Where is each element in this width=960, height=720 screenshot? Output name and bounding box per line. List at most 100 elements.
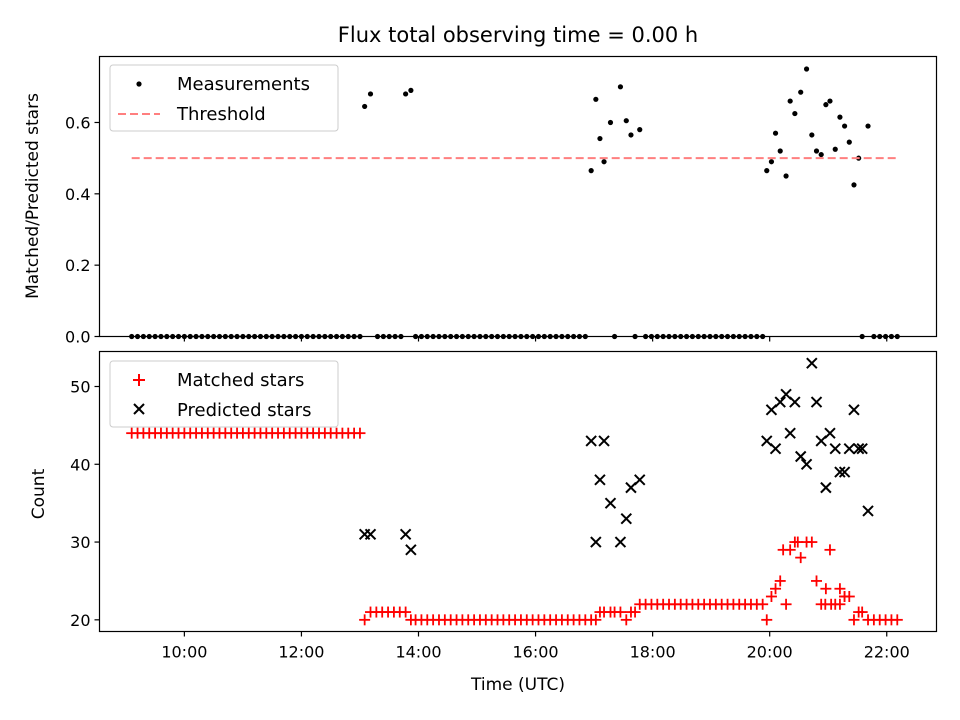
predicted-star-point (634, 474, 646, 486)
matched-star-point (824, 544, 836, 556)
predicted-star-point (774, 396, 786, 408)
matched-star-point (780, 598, 792, 610)
top-y-tick-label: 0.4 (65, 185, 90, 204)
legend-matched-label: Matched stars (177, 370, 304, 391)
matched-star-point (614, 606, 626, 618)
measurement-point (367, 91, 374, 97)
matched-star-point (354, 427, 366, 439)
predicted-star-point (824, 427, 836, 439)
bottom-y-tick-label: 50 (70, 378, 90, 397)
predicted-star-point (820, 481, 832, 494)
measurement-point (764, 168, 770, 174)
measurement-point (777, 148, 783, 154)
predicted-star-point (794, 450, 807, 463)
predicted-star-point (604, 497, 617, 509)
top-y-axis-label: Matched/Predicted stars (23, 93, 43, 299)
measurement-point (783, 173, 789, 179)
bottom-y-tick-label: 40 (70, 455, 90, 474)
measurement-point (588, 168, 594, 174)
legend-predicted-label: Predicted stars (177, 400, 311, 421)
predicted-star-point (829, 443, 841, 455)
top-axes-frame (98, 55, 938, 338)
matched-star-point (891, 614, 903, 626)
predicted-star-point (848, 404, 860, 416)
matched-star-point (774, 575, 786, 587)
top-y-ticks: 0.0 0.2 0.4 0.6 (65, 113, 100, 347)
matched-star-point (629, 606, 641, 618)
bottom-x-tick-label: 20:00 (747, 643, 793, 662)
measurement-point (628, 132, 634, 138)
measurement-point (403, 91, 409, 97)
predicted-star-point (598, 435, 610, 447)
matched-star-point (839, 591, 851, 602)
measurement-point (623, 118, 629, 124)
predicted-star-point (843, 443, 855, 455)
measurement-point (837, 114, 843, 120)
measurement-point (803, 66, 810, 72)
measurement-point (593, 96, 599, 102)
matched-star-point (757, 598, 769, 610)
measurement-point (792, 110, 798, 117)
bottom-plot-area (126, 357, 903, 626)
top-legend-box (109, 64, 339, 132)
bottom-x-tick-label: 16:00 (513, 643, 559, 662)
measurement-point (818, 151, 824, 158)
matched-star-point (765, 591, 777, 602)
matched-star-point (761, 614, 773, 626)
matched-star-point (811, 575, 823, 587)
predicted-star-point (806, 357, 818, 369)
measurement-point (823, 102, 829, 108)
predicted-star-point (810, 396, 823, 408)
predicted-star-point (620, 513, 632, 525)
measurement-point (787, 98, 793, 104)
matched-star-point (359, 614, 371, 626)
predicted-star-point (364, 528, 377, 540)
legend-predicted-marker (133, 403, 145, 415)
matched-star-point (792, 536, 804, 548)
predicted-star-point (862, 505, 874, 517)
measurement-point (809, 132, 815, 138)
matched-star-point (795, 552, 807, 564)
chart-title: Flux total observing time = 0.00 h (338, 23, 698, 47)
x-axis-label: Time (UTC) (470, 675, 565, 695)
matched-star-point (806, 536, 818, 548)
legend-measurements-marker (136, 81, 142, 87)
measurement-point (846, 139, 852, 145)
bottom-x-tick-label: 18:00 (630, 643, 676, 662)
measurement-point (842, 123, 848, 129)
matched-star-point (834, 583, 846, 595)
matched-star-point (770, 583, 782, 595)
predicted-star-point (838, 466, 851, 478)
measurement-point (408, 87, 414, 93)
predicted-star-point (399, 528, 412, 540)
bottom-x-tick-label: 10:00 (161, 643, 207, 662)
predicted-star-point (590, 536, 602, 548)
measurement-point (597, 135, 603, 142)
top-plot-area (129, 66, 900, 340)
measurement-point (832, 146, 838, 152)
measurement-point (768, 159, 775, 165)
measurement-point (772, 130, 779, 136)
bottom-x-ticks: 10:00 12:00 14:00 16:00 18:00 20:00 22:00 (161, 631, 910, 662)
top-y-tick-label: 0.0 (65, 328, 90, 347)
predicted-star-point (405, 544, 417, 556)
predicted-star-point (614, 536, 627, 548)
bottom-x-tick-label: 22:00 (864, 643, 910, 662)
predicted-star-point (852, 443, 865, 455)
predicted-star-point (789, 396, 801, 408)
top-panel: 0.0 0.2 0.4 0.6 Matched/Predicted stars Mea… (23, 55, 938, 347)
predicted-star-point (585, 435, 597, 447)
bottom-x-tick-label: 12:00 (278, 643, 324, 662)
legend-measurements-label: Measurements (177, 74, 310, 95)
measurement-point (362, 103, 368, 110)
measurement-point (865, 123, 871, 129)
top-y-tick-label: 0.2 (65, 256, 90, 275)
legend-threshold-label: Threshold (176, 104, 266, 125)
top-x-ticks (183, 336, 888, 342)
predicted-star-point (800, 458, 813, 470)
bottom-y-tick-label: 30 (70, 533, 90, 552)
matched-star-point (834, 598, 846, 610)
measurement-point (607, 119, 614, 126)
predicted-star-point (784, 427, 796, 439)
